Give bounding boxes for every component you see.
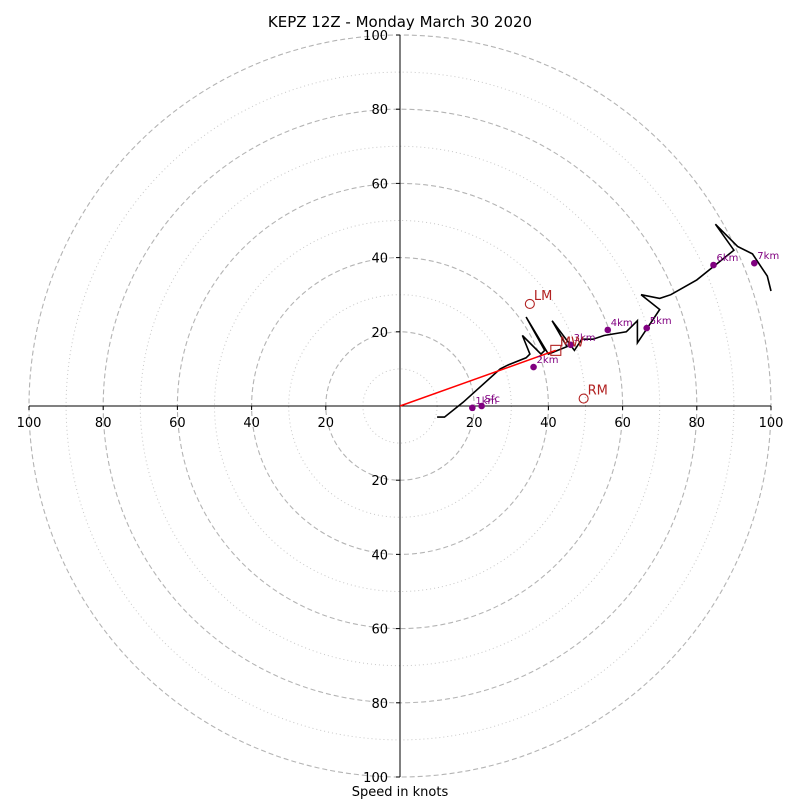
y-tick-label: 80 (371, 697, 388, 712)
wind-trace-line (437, 223, 772, 418)
height-marker (469, 404, 476, 412)
storm-motion-marker (524, 298, 535, 310)
tick-labels: 100 100 80 80 60 60 40 40 20 20 20 20 40 40 60 60 80 80 10… (17, 29, 784, 786)
chart-title: KEPZ 12Z - Monday March 30 2020 (268, 13, 532, 31)
storm-motion-label: RM (588, 384, 608, 399)
y-tick-label: 60 (371, 177, 388, 192)
storm-motion-markers: LM RM MW (524, 289, 608, 404)
x-tick-label: 100 (759, 416, 784, 431)
storm-motion-marker (578, 393, 589, 404)
x-tick-label: 80 (95, 416, 112, 431)
height-marker-label: 6km (716, 253, 738, 264)
x-tick-label: 60 (614, 416, 631, 431)
x-tick-label: 80 (689, 416, 706, 431)
storm-motion-label: MW (560, 335, 584, 350)
x-tick-label: 60 (169, 416, 186, 431)
height-marker (751, 259, 758, 267)
height-marker (643, 324, 651, 332)
height-marker (478, 402, 485, 410)
height-marker (530, 363, 537, 371)
height-marker-label: 1km (475, 396, 497, 407)
height-marker-label: Sfc (485, 394, 500, 405)
x-tick-label: 40 (243, 416, 260, 431)
height-marker-label: 5km (650, 316, 672, 327)
y-tick-label: 100 (363, 771, 388, 786)
shear-vector-line (399, 349, 557, 407)
y-tick-label: 40 (371, 252, 388, 267)
y-tick-label: 20 (371, 326, 388, 341)
y-tick-label: 40 (371, 548, 388, 563)
wind-trace (437, 223, 772, 418)
height-marker-label: 3km (574, 333, 596, 344)
height-marker-label: 2km (537, 355, 559, 366)
height-marker (567, 341, 574, 349)
storm-motion-label: LM (534, 289, 552, 304)
storm-motion-marker (550, 344, 562, 356)
height-marker (710, 261, 717, 269)
x-tick-label: 100 (17, 416, 42, 431)
y-tick-label: 20 (371, 474, 388, 489)
x-tick-label: 20 (466, 416, 483, 431)
x-axis-label: Speed in knots (352, 785, 449, 800)
x-tick-label: 20 (318, 416, 335, 431)
height-marker-label: 4km (611, 318, 633, 329)
y-tick-label: 100 (363, 29, 388, 44)
y-tick-label: 60 (371, 623, 388, 638)
height-marker (604, 326, 612, 334)
shear-vector (399, 349, 557, 407)
y-tick-label: 80 (371, 103, 388, 118)
x-tick-label: 40 (540, 416, 557, 431)
height-marker-label: 7km (757, 251, 779, 262)
